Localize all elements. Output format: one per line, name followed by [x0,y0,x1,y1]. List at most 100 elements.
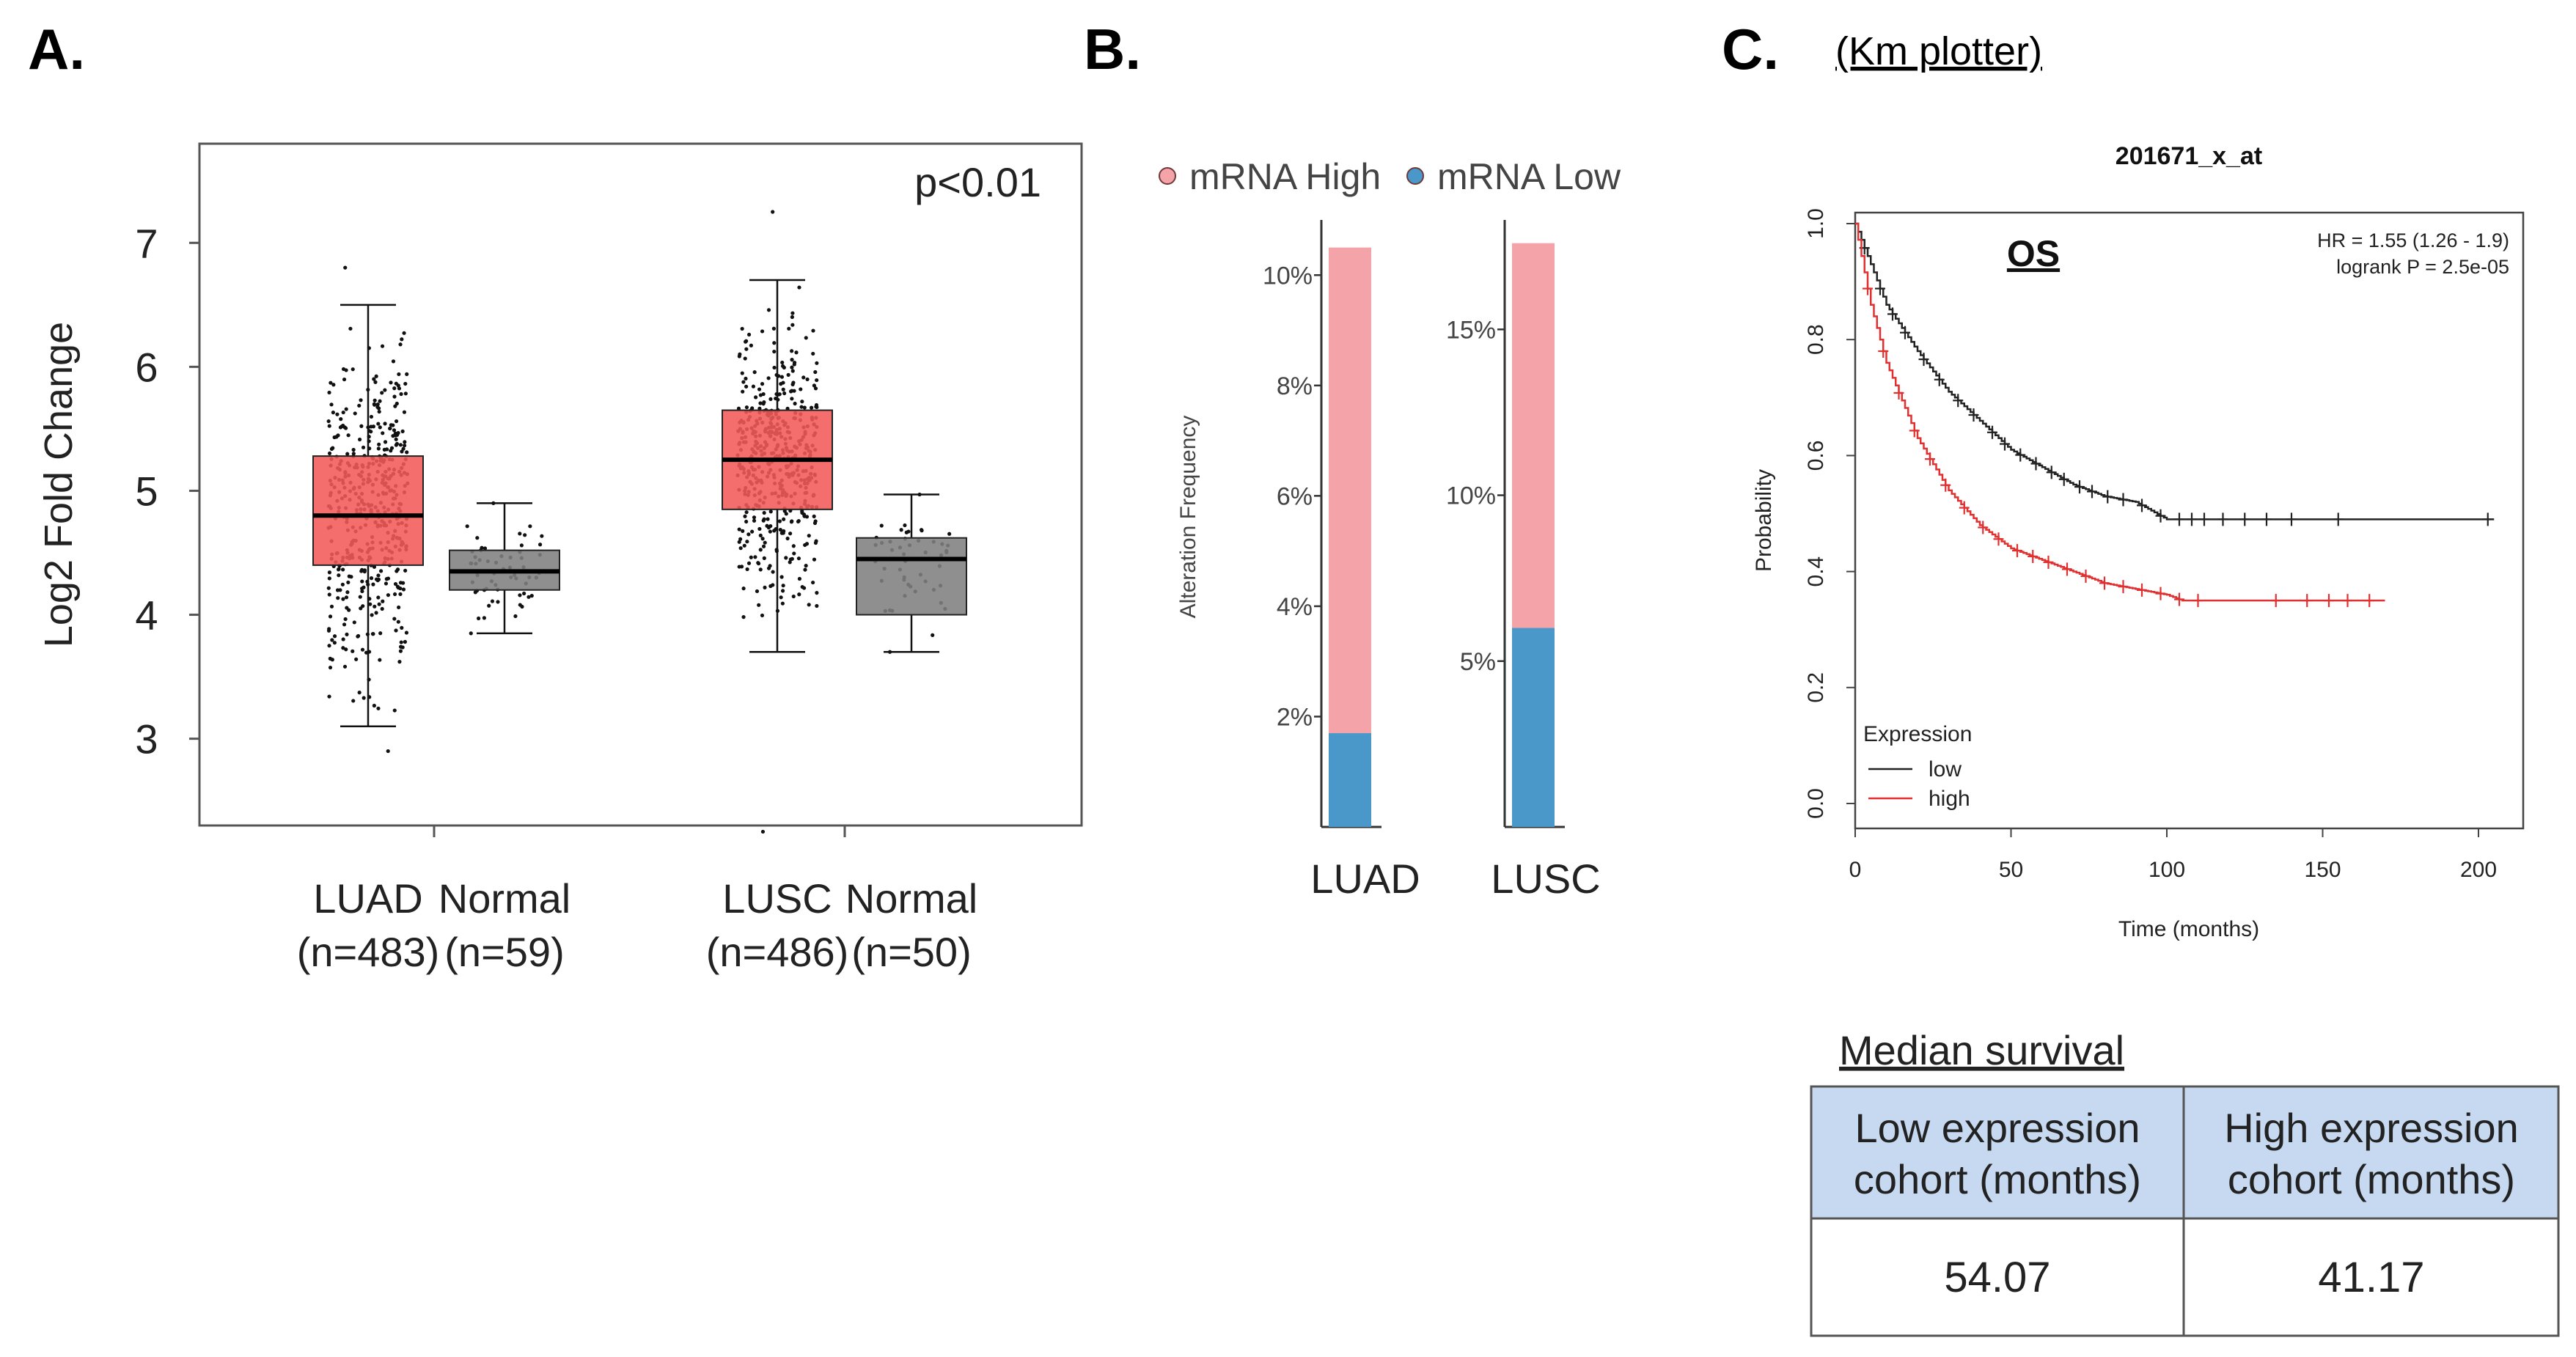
data-point [402,410,407,414]
data-point [329,446,334,451]
data-point [790,323,795,327]
data-point [374,374,378,378]
data-point [763,585,767,589]
data-point [487,603,491,608]
data-point [540,534,544,538]
data-point [947,532,952,536]
data-point [342,425,347,430]
data-point [403,391,408,396]
data-point [380,606,384,611]
data-point [327,644,331,648]
data-point [760,382,765,386]
data-point [736,406,741,411]
panel-label-b: B. [1084,17,1141,81]
data-point [797,592,801,597]
data-point [327,576,331,581]
data-point [496,600,500,604]
alteration-bars: 2% 4% 6% 8% 10% LUAD 5% 10% 15% LUSC [1263,220,1601,902]
data-point [801,586,807,590]
data-point [395,441,400,446]
km-hr-stat: HR = 1.55 (1.26 - 1.9) [2317,229,2509,251]
data-point [336,433,340,438]
data-point [402,331,406,335]
data-point [792,551,796,556]
data-point [397,605,401,610]
boxplot-group-label: LUSC [722,875,832,922]
data-point [744,519,749,524]
km-y-tick-label: 0.8 [1804,324,1828,355]
data-point [404,630,409,635]
data-point [351,452,356,456]
legend-marker [1159,167,1176,185]
data-point [341,597,345,601]
data-point [815,361,819,365]
data-point [797,576,802,581]
data-point [771,570,775,574]
data-point [899,528,903,532]
data-point [768,529,772,534]
data-point [345,452,350,456]
data-point [403,440,407,444]
km-x-tick-label: 100 [2148,858,2185,882]
data-point [341,410,345,415]
data-point [777,519,782,523]
boxplot-group-n: (n=486) [706,929,849,975]
km-legend-label: high [1929,787,1970,811]
data-point [373,604,377,608]
data-point [811,351,815,356]
data-point [763,540,767,545]
alteration-y-tick-label: 5% [1460,648,1496,676]
data-point [790,365,794,369]
boxplot-y-ticks: 3 4 5 6 7 [135,220,199,762]
data-point [797,285,801,290]
box-iqr [856,537,967,616]
data-point [745,567,749,572]
data-point [780,601,785,606]
data-point [490,599,495,603]
data-point [785,536,790,541]
data-point [742,543,746,548]
data-point [740,326,744,331]
data-point [376,446,381,451]
data-point [766,376,771,380]
boxplot-boxes [312,279,967,837]
data-point [386,576,391,581]
data-point [749,343,753,347]
boxplot-y-axis-label: Log2 Fold Change [37,322,81,647]
data-point [377,602,381,606]
data-point [804,542,810,546]
data-point [326,419,331,424]
data-point [398,443,403,447]
boxplot-group-label: LUAD [313,875,422,922]
data-point [768,397,773,401]
data-point [379,569,384,573]
data-point [373,380,378,384]
alteration-category-label: LUAD [1310,856,1420,902]
data-point [332,634,337,639]
data-point [405,450,409,455]
data-point [329,402,334,407]
alteration-bar-segment [1329,247,1371,734]
data-point [389,380,393,385]
table-cell-low-value: 54.07 [1944,1254,2050,1301]
data-point [772,341,777,345]
data-point [758,401,763,405]
data-point [344,595,349,600]
km-legend-title: Expression [1863,722,1972,746]
data-point [342,622,347,627]
data-point [790,397,794,401]
data-point [384,447,389,452]
data-point [359,424,364,428]
data-point [746,532,751,537]
km-y-tick-label: 0.6 [1804,441,1828,471]
data-point [392,617,397,621]
data-point [755,589,760,594]
data-point [815,603,819,608]
data-point [790,389,794,393]
table-cell-high-value: 41.17 [2318,1254,2424,1301]
data-point [405,372,409,376]
data-point [362,696,366,700]
data-point [791,544,796,548]
data-point [758,567,763,572]
